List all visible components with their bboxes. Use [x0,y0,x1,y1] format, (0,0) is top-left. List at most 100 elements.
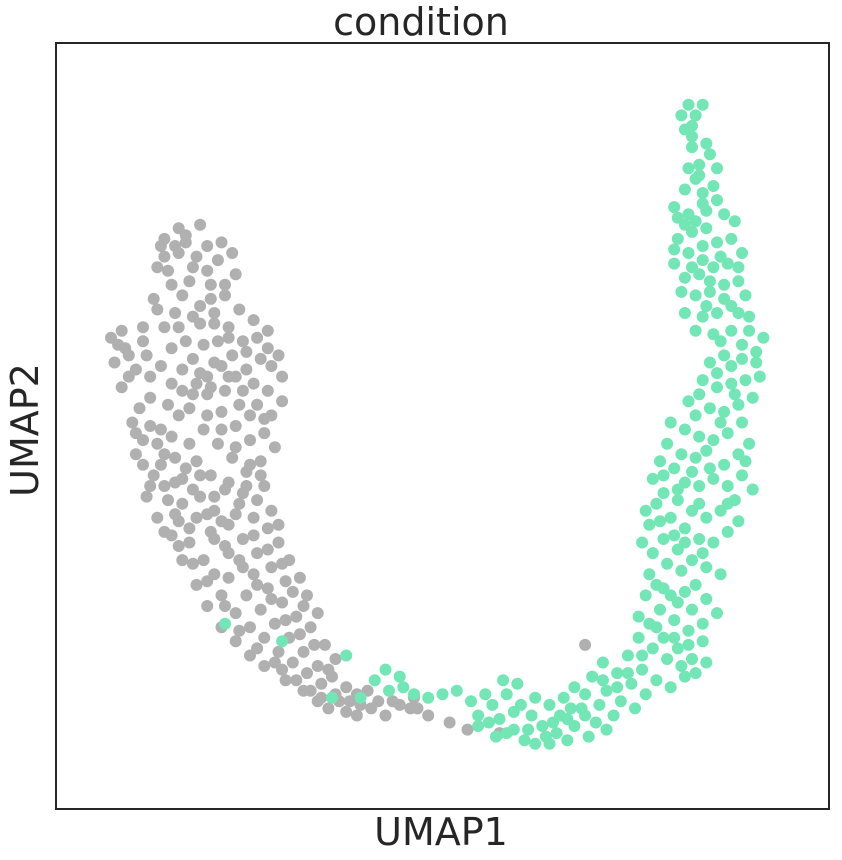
scatter-point [675,448,688,461]
scatter-point [354,691,367,704]
scatter-point [265,593,278,605]
scatter-point [379,709,392,722]
scatter-point [204,292,217,305]
scatter-point [668,201,681,214]
scatter-point [696,547,709,560]
scatter-point [689,451,702,464]
scatter-point [561,713,574,725]
scatter-point [689,215,702,228]
scatter-point [700,204,713,217]
scatter-point [144,480,157,492]
scatter-point [368,674,381,687]
scatter-point [186,352,199,365]
scatter-point [671,483,684,496]
scatter-point [696,240,709,252]
scatter-point [678,307,691,319]
scatter-point [172,540,185,552]
scatter-point [639,589,652,602]
scatter-point [315,677,328,690]
scatter-point [176,363,189,376]
scatter-point [293,628,306,641]
scatter-point [240,345,253,358]
scatter-point [693,169,706,182]
scatter-point [650,674,663,687]
scatter-point [696,617,709,630]
scatter-point [721,480,734,492]
scatter-point [461,723,474,736]
scatter-point [154,240,167,252]
scatter-point [194,218,207,231]
scatter-point [247,568,260,581]
scatter-point [261,543,274,556]
scatter-point [172,222,185,235]
scatter-point [614,695,627,708]
scatter-point [646,642,659,655]
scatter-point [664,589,677,602]
scatter-point [147,292,160,305]
scatter-point [194,469,207,482]
scatter-point [297,645,310,658]
scatter-point [154,458,167,471]
scatter-point [718,349,731,362]
scatter-point [686,653,698,665]
scatter-point [251,642,264,655]
scatter-point [472,709,485,722]
scatter-point [393,670,406,683]
scatter-point [215,589,228,602]
scatter-point [183,275,196,288]
scatter-point [311,695,324,708]
scatter-point [718,292,731,305]
scatter-point [643,568,656,581]
scatter-point [736,352,748,365]
scatter-point [293,571,306,584]
scatter-point [169,307,182,319]
scatter-point [703,275,716,288]
scatter-point [689,409,702,422]
scatter-point [261,384,274,397]
scatter-point [678,423,691,436]
scatter-point [201,370,214,383]
scatter-point [219,384,231,397]
scatter-point [678,522,691,535]
scatter-point [650,578,663,591]
scatter-point [208,490,221,503]
scatter-point [661,653,674,665]
scatter-point [746,483,759,496]
scatter-point [482,716,495,729]
scatter-point [144,370,157,383]
scatter-point [254,603,267,616]
scatter-point [158,250,171,263]
scatter-point [750,356,763,369]
scatter-point [693,533,706,545]
scatter-point [678,183,691,196]
scatter-point [279,575,292,588]
scatter-point [668,614,681,627]
scatter-point [650,497,663,510]
scatter-point [632,631,645,644]
scatter-point [714,335,727,348]
scatter-point [736,247,748,259]
scatter-point [725,377,738,390]
scatter-point [550,727,563,740]
scatter-point [176,289,189,302]
scatter-point [204,469,217,482]
scatter-point [276,635,289,648]
scatter-point [682,624,695,637]
scatter-point [115,381,128,394]
scatter-point [579,709,592,722]
scatter-point [718,278,731,291]
scatter-point [236,335,249,348]
scatter-point [511,677,524,690]
scatter-point [753,370,766,383]
scatter-point [736,416,748,429]
scatter-point [529,737,542,750]
scatter-point [229,508,242,521]
scatter-point [686,141,698,154]
scatter-point [186,557,199,570]
scatter-point [326,691,338,704]
scatter-point [639,688,652,701]
scatter-point [276,596,289,609]
scatter-point [678,670,691,683]
scatter-point [700,137,713,150]
scatter-point [668,243,681,256]
